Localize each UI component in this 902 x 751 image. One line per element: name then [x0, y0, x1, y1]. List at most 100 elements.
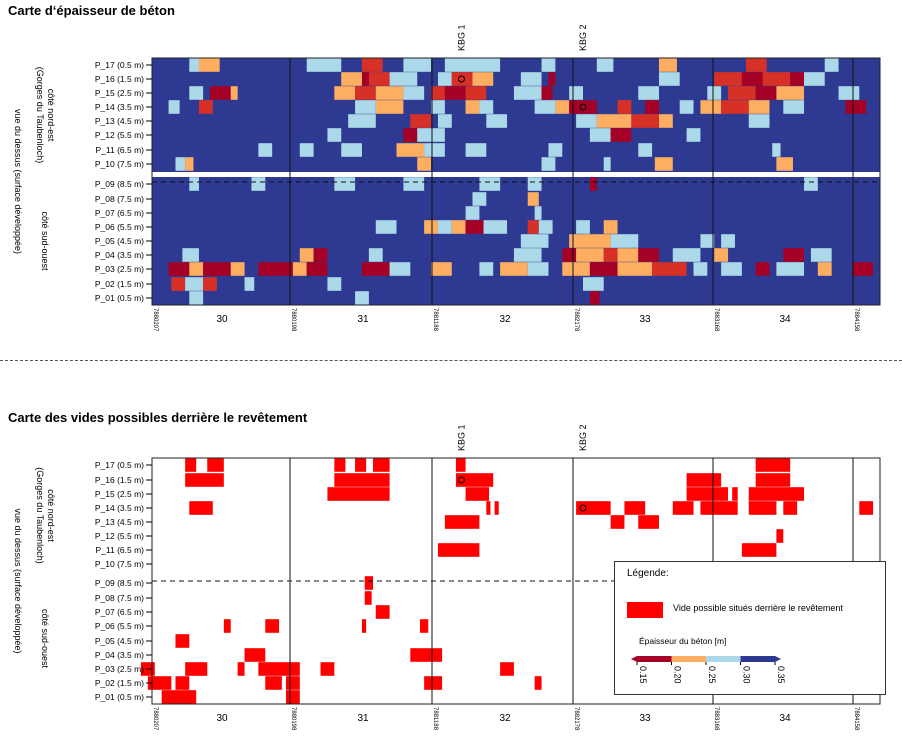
void-cell: [455, 473, 494, 487]
heat-cell: [258, 143, 273, 157]
heat-cell: [375, 220, 397, 234]
heat-cell: [610, 128, 632, 142]
heat-cell: [375, 86, 404, 100]
heat-cell: [541, 58, 556, 72]
heat-cell: [569, 100, 597, 114]
heat-cell: [431, 86, 445, 100]
row-label: P_08 (7.5 m): [95, 593, 144, 603]
heat-cell: [845, 100, 867, 114]
heat-cell: [783, 100, 805, 114]
borehole-marker: [579, 504, 587, 512]
row-label: P_12 (5.5 m): [95, 531, 144, 541]
x-tick-label: 31: [357, 314, 369, 325]
x-small-tick-label: 7880198: [290, 308, 296, 332]
x-small-tick-label: 7884158: [853, 308, 859, 332]
ne-side-sublabel: (Gorges du Taubenloch): [35, 67, 45, 163]
row-label: P_07 (6.5 m): [95, 607, 144, 617]
void-cell: [686, 487, 729, 501]
row-label: P_13 (4.5 m): [95, 517, 144, 527]
heat-cell: [741, 72, 763, 86]
heat-cell: [596, 58, 614, 72]
void-cell: [624, 501, 646, 515]
void-cell: [334, 458, 346, 472]
heat-cell: [721, 262, 742, 276]
row-label: P_17 (0.5 m): [95, 460, 144, 470]
heat-cell: [603, 248, 618, 262]
void-cell: [755, 473, 791, 487]
heat-cell: [244, 277, 255, 291]
heat-cell: [762, 72, 791, 86]
heat-cell: [389, 262, 411, 276]
heat-cell: [804, 177, 818, 191]
heat-cell: [721, 234, 735, 248]
scale-tick-label: 0.25: [707, 666, 717, 684]
void-legend-label: Vide possible situés derrière le revêtem…: [673, 603, 843, 613]
heat-cell: [327, 277, 342, 291]
x-tick-label: 32: [499, 713, 511, 724]
row-label: P_05 (4.5 m): [95, 236, 144, 246]
heat-cell: [686, 128, 701, 142]
row-label: P_07 (6.5 m): [95, 208, 144, 218]
heat-cell: [451, 72, 473, 86]
void-cell: [375, 605, 390, 619]
heat-cell: [755, 86, 777, 100]
heat-cell: [679, 100, 694, 114]
x-small-tick-label: 7884158: [853, 707, 859, 731]
heat-cell: [527, 262, 549, 276]
heat-cell: [175, 157, 186, 171]
color-scale-segment: [706, 656, 741, 662]
row-label: P_11 (6.5 m): [95, 145, 144, 155]
heat-cell: [361, 262, 390, 276]
heat-cell: [700, 234, 715, 248]
x-tick-label: 33: [639, 713, 651, 724]
heat-cell: [541, 86, 553, 100]
heat-cell: [569, 86, 583, 100]
void-cell: [455, 458, 466, 472]
row-label: P_10 (7.5 m): [95, 559, 144, 569]
void-cell: [355, 458, 367, 472]
void-cell: [465, 487, 490, 501]
heat-cell: [790, 72, 805, 86]
heat-cell: [654, 157, 673, 171]
heat-cell: [465, 206, 480, 220]
void-cell: [755, 458, 791, 472]
x-small-tick-label: 7881188: [432, 308, 438, 332]
view-label: vue du dessus (surface développée): [13, 508, 23, 653]
heat-cell: [444, 86, 466, 100]
void-cell: [265, 676, 282, 690]
row-label: P_02 (1.5 m): [95, 279, 144, 289]
bottom-chart-title: Carte des vides possibles derrière le re…: [8, 410, 308, 425]
heat-cell: [403, 128, 418, 142]
void-cell: [175, 676, 190, 690]
heat-cell: [334, 177, 356, 191]
borehole-marker: [457, 476, 465, 484]
row-label: P_14 (3.5 m): [95, 102, 144, 112]
row-label: P_05 (4.5 m): [95, 636, 144, 646]
x-tick-label: 34: [779, 713, 791, 724]
x-small-tick-label: 7880207: [152, 707, 158, 731]
void-cell: [424, 676, 443, 690]
void-cell: [748, 487, 805, 501]
heat-cell: [431, 262, 452, 276]
heat-cell: [534, 100, 556, 114]
heat-cell: [437, 220, 452, 234]
void-cell: [327, 487, 390, 501]
void-swatch: [627, 602, 663, 618]
scale-tick-label: 0.30: [742, 666, 752, 684]
heat-cell: [431, 100, 445, 114]
heat-cell: [185, 277, 204, 291]
heat-cell: [361, 58, 383, 72]
heat-cell: [810, 248, 832, 262]
heat-cell: [417, 157, 432, 171]
void-cell: [265, 619, 280, 633]
heat-cell: [348, 114, 376, 128]
heat-cell: [299, 143, 314, 157]
heat-cell: [368, 248, 383, 262]
heat-cell: [776, 86, 805, 100]
heat-cell: [479, 262, 494, 276]
heat-cell: [617, 262, 653, 276]
void-cell: [638, 515, 659, 529]
scale-title: Épaisseur du béton [m]: [639, 636, 727, 646]
heat-cell: [589, 291, 600, 305]
heat-cell: [817, 262, 832, 276]
